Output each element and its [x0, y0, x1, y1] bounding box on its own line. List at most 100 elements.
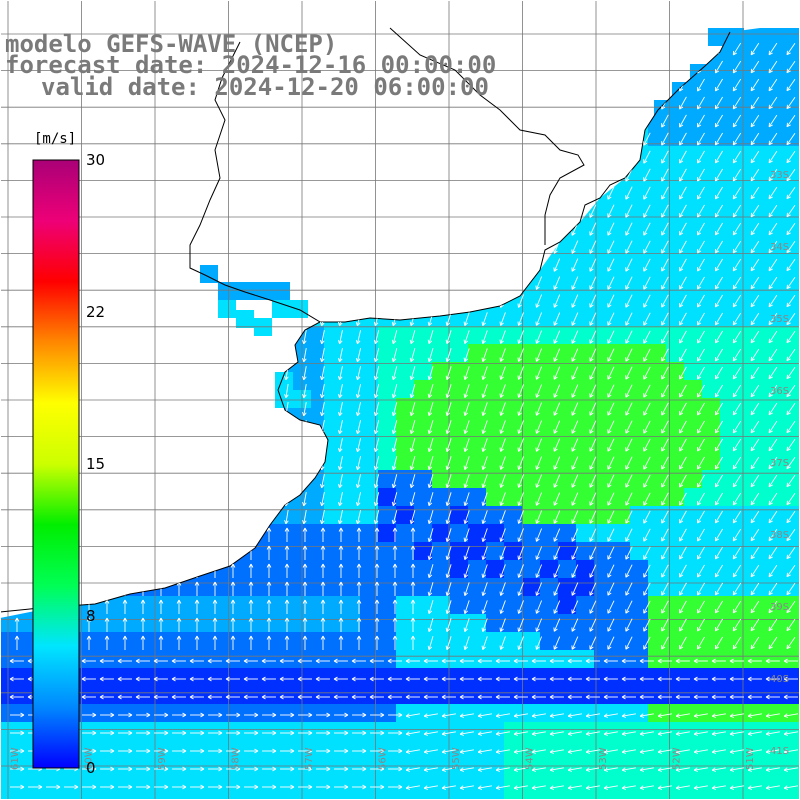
wind-arrow [445, 384, 452, 399]
wind-cell [306, 524, 324, 542]
wind-arrow [661, 366, 669, 380]
wind-arrow [589, 204, 597, 218]
wind-cell [720, 164, 738, 182]
wind-cell [792, 560, 800, 578]
wind-arrow [768, 78, 778, 92]
wind-cell [378, 344, 396, 362]
wind-cell [360, 740, 378, 758]
wind-arrow [714, 240, 723, 254]
wind-arrow [643, 312, 651, 326]
wind-arrow [750, 312, 760, 326]
wind-cell [468, 560, 486, 578]
wind-arrow [661, 258, 669, 272]
wind-arrow [714, 114, 723, 128]
wind-cell [630, 776, 648, 794]
wind-arrow [679, 276, 687, 290]
wind-cell [702, 740, 720, 758]
wind-cell [234, 578, 252, 596]
wind-cell [414, 578, 432, 596]
wind-cell [90, 794, 108, 800]
wind-arrow [750, 240, 760, 254]
wind-cell [702, 632, 720, 650]
wind-arrow [391, 384, 398, 399]
wind-cell [234, 794, 252, 800]
wind-arrow [661, 168, 669, 182]
wind-cell [702, 398, 720, 416]
wind-arrow [445, 348, 452, 363]
wind-cell [684, 542, 702, 560]
wind-cell [360, 776, 378, 794]
wind-cell [414, 758, 432, 776]
wind-cell [522, 524, 540, 542]
wind-cell [630, 758, 648, 776]
wind-cell [414, 740, 432, 758]
coastline [0, 41, 329, 613]
wind-cell [378, 488, 396, 506]
wind-arrow [427, 330, 434, 345]
wind-cell [708, 28, 726, 46]
wind-arrow [463, 330, 470, 344]
wind-cell [378, 380, 396, 398]
wind-cell [756, 668, 774, 686]
wind-cell [360, 470, 378, 488]
wind-cell [360, 632, 378, 650]
wind-cell [252, 614, 270, 632]
wind-arrow [732, 330, 742, 344]
wind-cell [360, 650, 378, 668]
wind-cell [270, 794, 288, 800]
wind-cell [690, 64, 708, 82]
wind-cell [648, 776, 666, 794]
wind-cell [630, 524, 648, 542]
wind-cell [684, 272, 702, 290]
wind-arrow [643, 366, 651, 380]
wind-cell [594, 794, 612, 800]
wind-cell [90, 668, 108, 686]
wind-cell [792, 164, 800, 182]
wind-cell [306, 344, 324, 362]
wind-cell [108, 614, 126, 632]
wind-arrow [679, 186, 687, 200]
wind-arrow [732, 240, 742, 254]
wind-cell [504, 326, 522, 344]
wind-cell [666, 470, 684, 488]
wind-cell [648, 218, 666, 236]
wind-arrow [481, 330, 488, 344]
wind-arrow [732, 132, 742, 146]
wind-arrow [643, 150, 651, 164]
wind-arrow [481, 312, 488, 326]
wind-cell [486, 434, 504, 452]
wind-cell [486, 344, 504, 362]
wind-arrow [661, 348, 669, 362]
wind-cell [648, 182, 666, 200]
wind-arrow [625, 348, 633, 362]
wind-cell [504, 416, 522, 434]
wind-cell [360, 362, 378, 380]
wind-cell [792, 758, 800, 776]
wind-cell [378, 470, 396, 488]
wind-arrow [714, 96, 723, 110]
wind-cell [720, 740, 738, 758]
wind-cell [792, 218, 800, 236]
wind-cell [666, 200, 684, 218]
wind-cell [504, 686, 522, 704]
wind-cell [396, 560, 414, 578]
wind-cell [162, 614, 180, 632]
wind-cell [396, 506, 414, 524]
longitude-label: 52W [672, 747, 683, 770]
wind-cell [666, 452, 684, 470]
wind-cell [702, 218, 720, 236]
wind-cell [378, 506, 396, 524]
wind-cell [738, 686, 756, 704]
wind-cell [630, 722, 648, 740]
wind-cell [324, 632, 342, 650]
wind-cell [504, 776, 522, 794]
wind-cell [468, 362, 486, 380]
wind-cell [468, 434, 486, 452]
wind-cell [540, 308, 558, 326]
wind-arrow [786, 168, 796, 182]
wind-arrow [768, 258, 778, 272]
wind-cell [630, 632, 648, 650]
wind-cell [324, 794, 342, 800]
wind-arrow [571, 312, 579, 326]
wind-cell [468, 398, 486, 416]
